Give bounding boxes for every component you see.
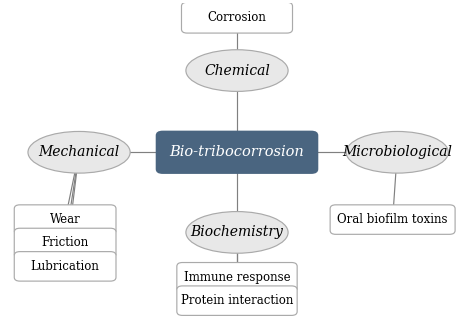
FancyBboxPatch shape (177, 263, 297, 292)
Ellipse shape (186, 212, 288, 253)
Ellipse shape (186, 50, 288, 91)
FancyBboxPatch shape (330, 205, 455, 234)
Text: Microbiological: Microbiological (342, 145, 452, 159)
Text: Oral biofilm toxins: Oral biofilm toxins (337, 213, 448, 226)
FancyBboxPatch shape (14, 228, 116, 258)
Text: Lubrication: Lubrication (31, 260, 100, 273)
Text: Mechanical: Mechanical (38, 145, 120, 159)
FancyBboxPatch shape (14, 205, 116, 234)
Text: Wear: Wear (50, 213, 81, 226)
Text: Protein interaction: Protein interaction (181, 294, 293, 307)
Text: Corrosion: Corrosion (208, 11, 266, 24)
Text: Bio-tribocorrosion: Bio-tribocorrosion (170, 145, 304, 159)
FancyBboxPatch shape (155, 131, 318, 174)
Text: Friction: Friction (42, 236, 89, 250)
Text: Chemical: Chemical (204, 63, 270, 77)
Text: Immune response: Immune response (184, 271, 290, 284)
FancyBboxPatch shape (177, 286, 297, 316)
FancyBboxPatch shape (14, 252, 116, 281)
Ellipse shape (28, 131, 130, 173)
Text: Biochemistry: Biochemistry (191, 225, 283, 239)
FancyBboxPatch shape (182, 2, 292, 33)
Ellipse shape (346, 131, 448, 173)
